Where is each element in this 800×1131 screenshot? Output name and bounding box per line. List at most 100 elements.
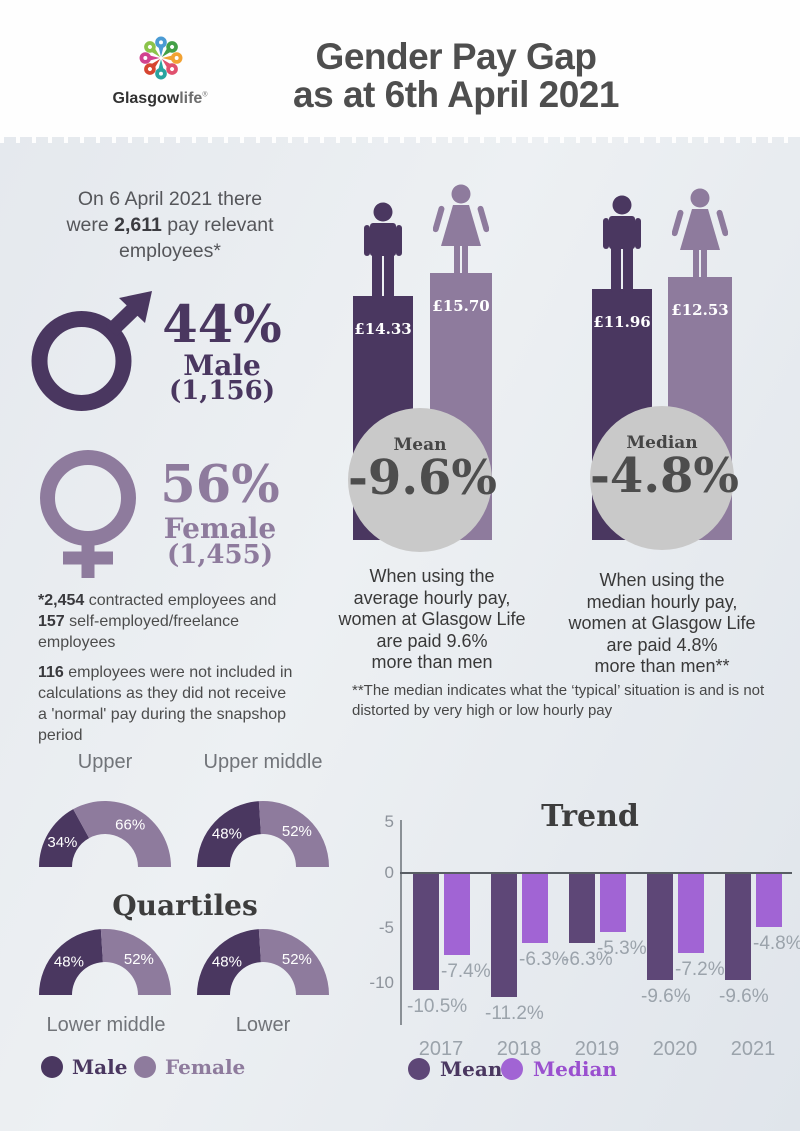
trend-median-bar [444,874,470,955]
female-percent-label: 52% [282,823,312,840]
glasgow-life-wordmark: Glasgowlife® [106,90,214,108]
trend-y-axis [400,820,402,1025]
trend-median-bar [600,874,626,932]
intro-pre: On 6 April 2021 there were [66,188,263,236]
trend-median-value-label: -4.8% [753,933,800,954]
trend-title: Trend [541,799,639,834]
female-segment [100,929,171,995]
trend-mean-value-label: -9.6% [719,986,769,1007]
median-legend-label: Median [533,1057,617,1081]
intro-post: pay relevant employees* [119,214,274,262]
male-percent-label: 48% [212,953,242,970]
intro-text: On 6 April 2021 there were 2,611 pay rel… [45,186,295,264]
mean-legend-label: Mean [440,1057,503,1081]
trend-median-bar [678,874,704,953]
quartile-label-upper-middle: Upper middle [203,751,323,773]
man-figure-icon [603,195,641,292]
page-header: Glasgowlife® Gender Pay Gap as at 6th Ap… [0,0,800,137]
female-label: Female [163,512,277,545]
trend-mean-value-label: -11.2% [485,1003,544,1024]
median-male-value: £11.96 [593,313,651,331]
male-percent: 44% [162,295,282,355]
woman-figure-icon [433,184,489,276]
trend-median-value-label: -7.4% [441,961,491,982]
mean-gap-label: Mean [393,435,447,455]
male-count: (1,156) [168,376,276,406]
male-legend-label: Male [72,1055,128,1079]
trend-median-value-label: -6.3% [519,949,569,970]
trend-ytick-neg5: -5 [378,918,394,937]
lower-middle-quartile-donut: 48% 52% [38,928,172,996]
upper-quartile-donut: 34% 66% [38,800,172,868]
female-percent-label: 52% [282,951,312,968]
trend-mean-bar [569,874,595,943]
footnote-contracted-employees: *2,454 contracted employees and 157 self… [38,590,276,653]
male-segment [197,929,261,995]
male-symbol-icon [31,291,152,411]
median-gap-label: Median [626,433,698,453]
female-legend-label: Female [165,1055,246,1079]
logo-brand-light: life [179,90,203,107]
female-symbol-icon [40,450,136,578]
median-footnote: **The median indicates what the ‘typical… [352,682,765,719]
trend-mean-bar [725,874,751,980]
female-percent: 56% [160,455,280,515]
median-gap-badge: Median -4.8% [590,406,740,550]
page-title-line2: as at 6th April 2021 [293,74,619,115]
trend-median-bar [756,874,782,927]
female-legend-dot [134,1056,156,1078]
quartile-donut-chart: 48% 52% [197,801,329,867]
trend-mean-bar [491,874,517,997]
female-segment [73,801,171,867]
trend-ytick-0: 0 [384,863,394,882]
man-figure-icon [364,202,402,299]
female-segment [258,929,329,995]
header-perforated-edge [0,137,800,143]
trend-mean-value-label: -9.6% [641,986,691,1007]
mean-caption: When using the average hourly pay, women… [338,566,526,672]
woman-figure-icon [672,188,728,280]
male-segment [39,809,90,867]
trend-year-label: 2021 [730,1038,776,1060]
trend-year-label: 2017 [418,1038,464,1060]
trend-year-label: 2020 [652,1038,698,1060]
male-percent-label: 34% [47,834,77,851]
lower-quartile-donut: 48% 52% [196,928,330,996]
female-percent-label: 52% [124,951,154,968]
logo-brand-bold: Glasgow [112,90,180,107]
quartiles-title: Quartiles [112,889,258,922]
quartile-donut-chart: 48% 52% [39,929,171,995]
trend-median-value-label: -7.2% [675,959,725,980]
page-title-line1: Gender Pay Gap [315,36,597,77]
footnote2-bold: 116 [38,664,64,681]
glasgow-life-logo: Glasgowlife® [106,26,214,122]
trend-year-label: 2019 [574,1038,620,1060]
trend-mean-bar [413,874,439,990]
female-count: (1,455) [166,540,274,570]
quartile-label-lower: Lower [235,1014,291,1036]
logo-reg-mark: ® [202,91,208,99]
trend-mean-value-label: -10.5% [407,996,468,1017]
female-percent-label: 66% [115,817,145,834]
mean-male-value: £14.33 [354,320,412,338]
footnote2-text: employees were not included in calculati… [38,664,293,744]
mean-gap-value: -9.6% [348,450,498,506]
female-segment [258,801,329,867]
mean-female-value: £15.70 [432,297,490,315]
median-legend-dot [501,1058,523,1080]
median-female-value: £12.53 [671,301,729,319]
trend-ytick-neg10: -10 [369,973,394,992]
footnote-excluded-employees: 116 employees were not included in calcu… [38,662,292,746]
quartile-donut-chart: 48% 52% [197,929,329,995]
male-segment [39,929,103,995]
trend-mean-bar [647,874,673,980]
trend-mean-value-label: -6.3% [563,949,613,970]
male-legend-dot [41,1056,63,1078]
quartile-label-lower-middle: Lower middle [46,1014,166,1036]
footnote1-text2: self-employed/freelance employees [38,613,240,651]
median-gap-value: -4.8% [590,448,740,504]
quartile-donut-chart: 34% 66% [39,801,171,867]
footnote1-bold2: 157 [38,613,65,630]
trend-zero-baseline [400,872,792,874]
trend-median-bar [522,874,548,943]
